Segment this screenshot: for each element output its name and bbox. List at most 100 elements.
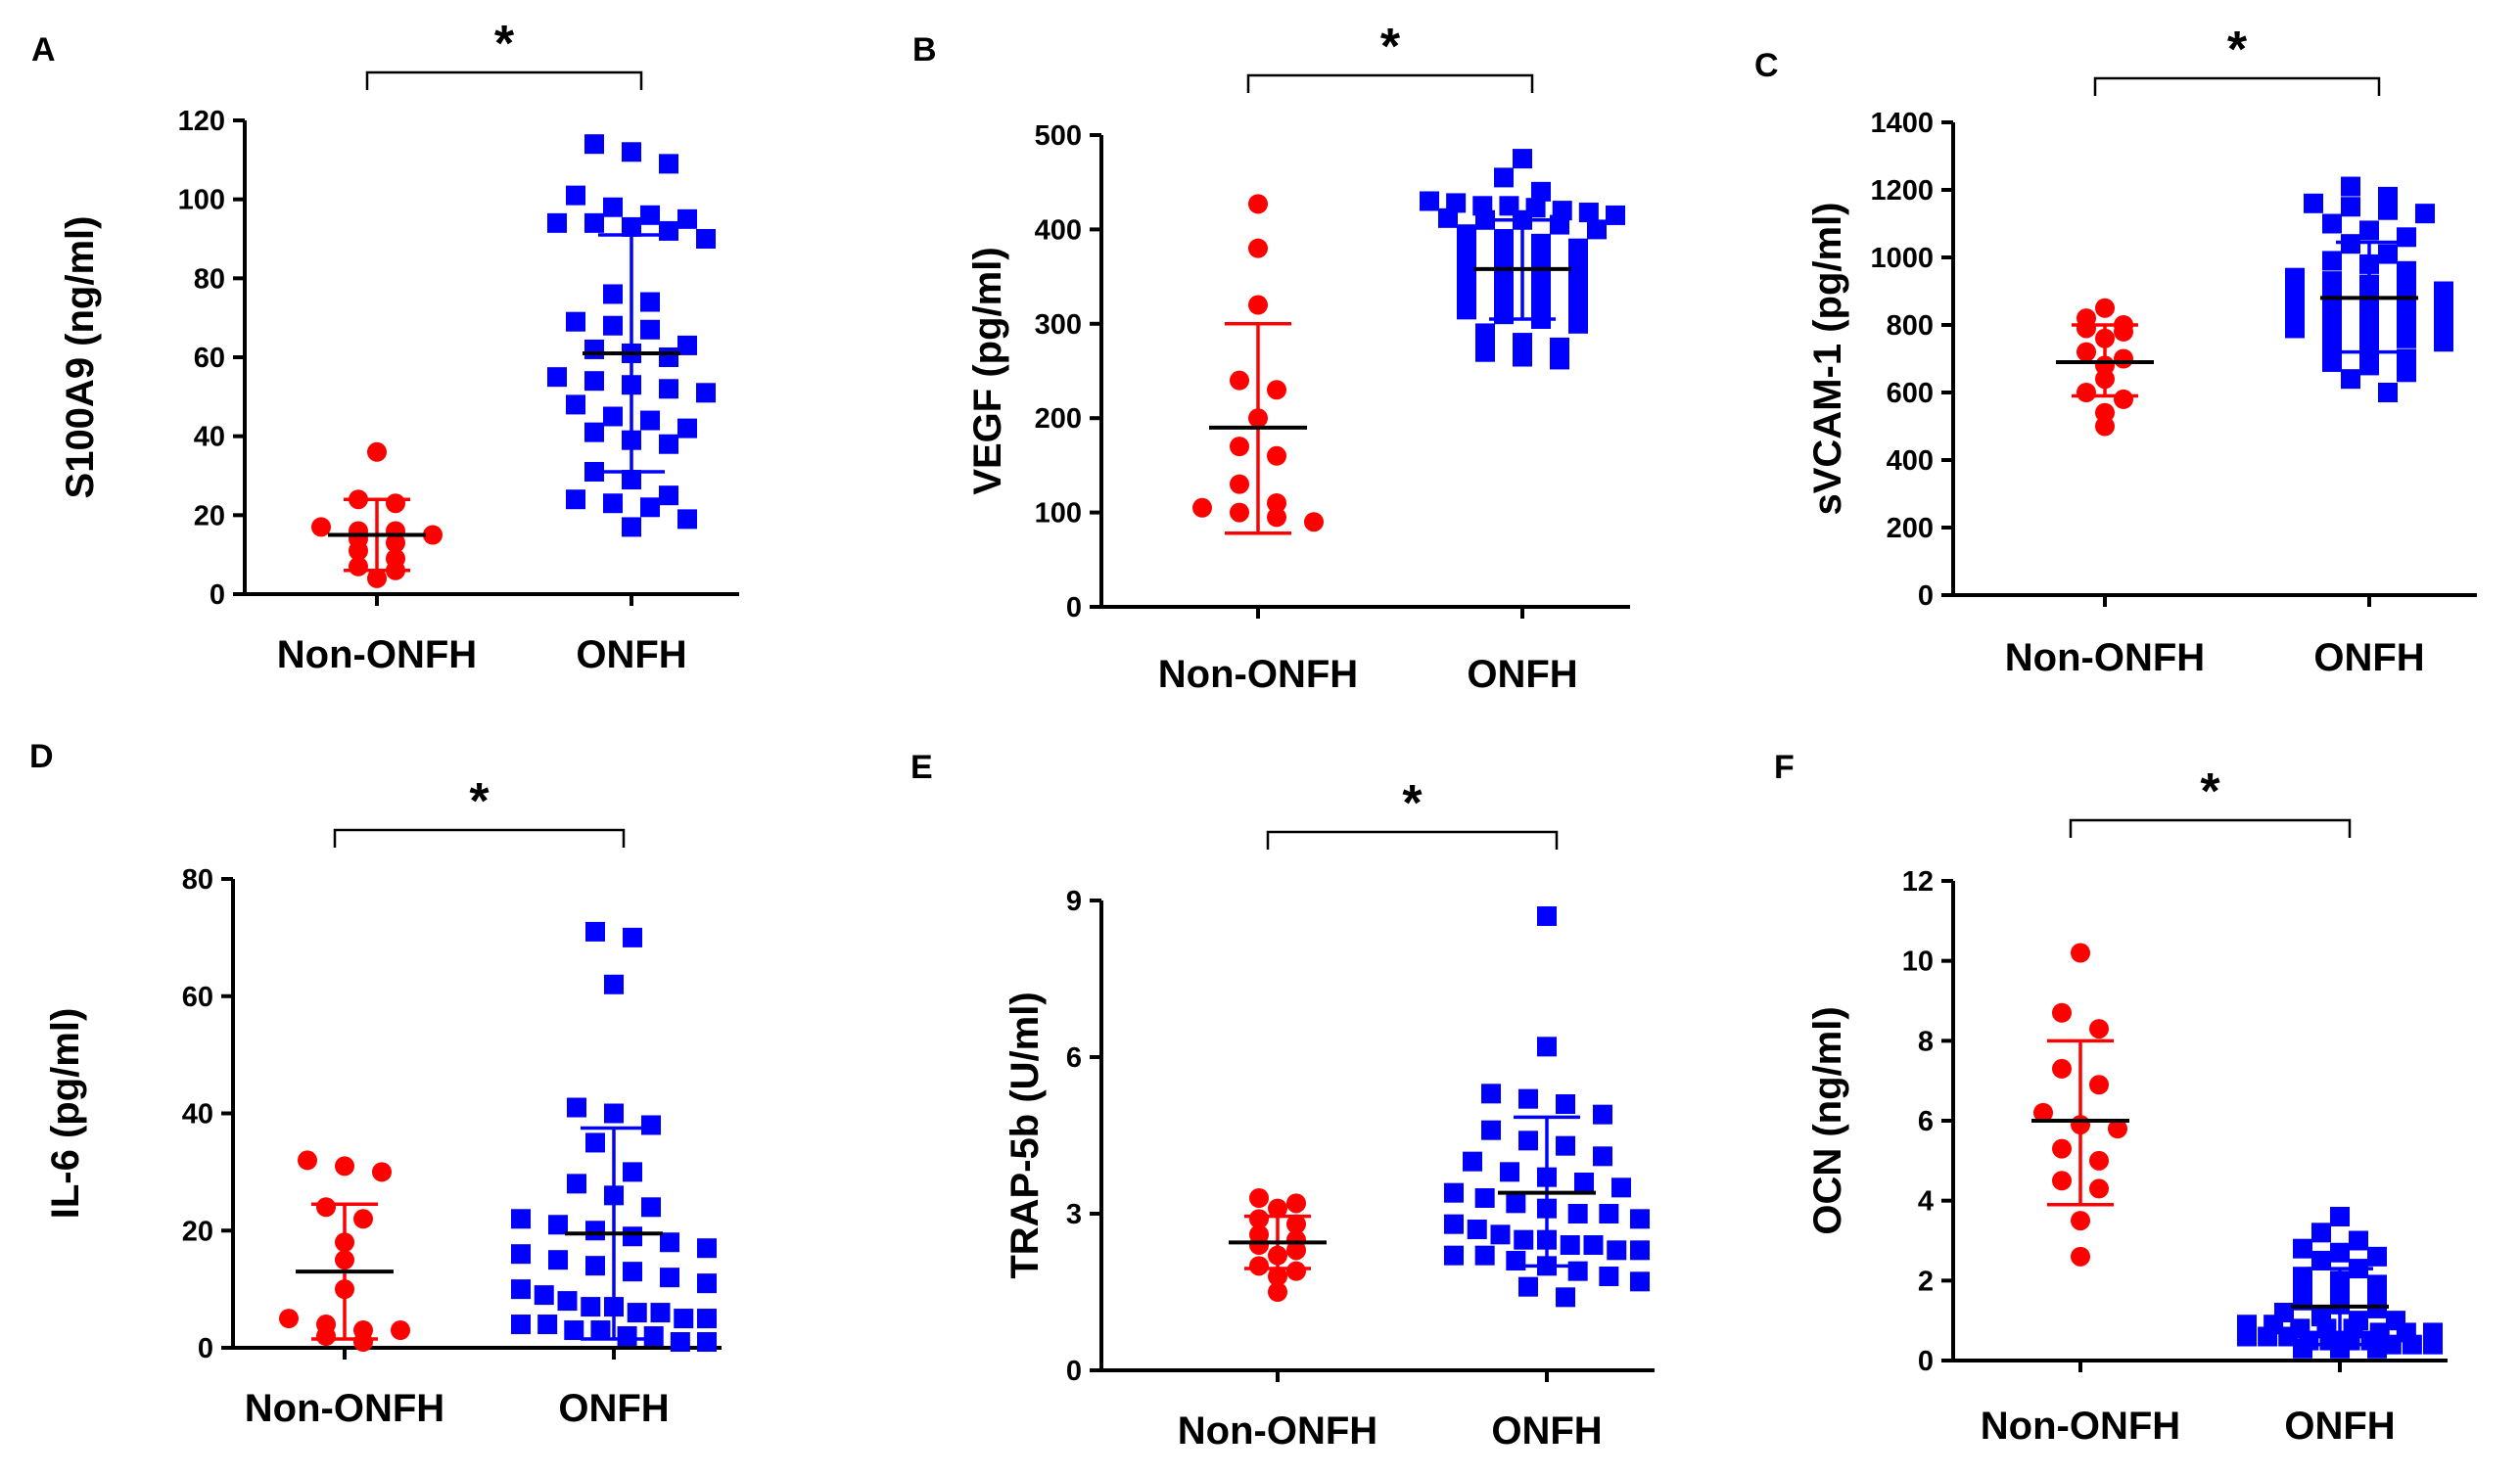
data-point-f-onfh (2293, 1238, 2312, 1259)
data-point-b-onfh (1531, 290, 1551, 310)
data-point-c-onfh (2397, 362, 2416, 383)
category-label-a: ONFH (576, 633, 686, 676)
data-point-b-onfh (1494, 248, 1514, 268)
data-point-a-onfh (677, 418, 697, 438)
y-tick-label-e: 0 (1066, 1356, 1082, 1387)
category-label-e: ONFH (1491, 1409, 1602, 1453)
data-point-c-onfh (2341, 176, 2360, 197)
data-point-f-onfh (2311, 1223, 2331, 1243)
data-point-a-onfh (640, 292, 660, 312)
data-point-c-non-onfh (2114, 321, 2133, 342)
data-point-b-onfh (1568, 295, 1588, 315)
data-point-e-onfh (1506, 1193, 1526, 1214)
data-point-d-onfh (623, 1262, 642, 1282)
data-point-d-onfh (617, 1326, 637, 1347)
data-point-d-onfh (537, 1315, 558, 1335)
data-point-e-onfh (1463, 1151, 1482, 1172)
data-point-a-onfh (677, 208, 697, 229)
data-point-e-onfh (1630, 1240, 1650, 1261)
data-point-b-non-onfh (1230, 474, 1249, 494)
data-point-f-onfh (2367, 1246, 2387, 1267)
data-point-b-non-onfh (1248, 194, 1268, 214)
y-tick-label-f: 6 (1918, 1106, 1934, 1137)
data-point-a-onfh (603, 315, 623, 336)
data-point-d-onfh (511, 1315, 531, 1335)
data-point-e-onfh (1518, 1088, 1538, 1109)
data-point-e-onfh (1537, 1037, 1557, 1057)
y-tick-label-e: 6 (1066, 1042, 1082, 1074)
data-point-a-onfh (566, 489, 585, 510)
data-point-a-onfh (696, 383, 716, 403)
data-point-e-onfh (1593, 1104, 1612, 1125)
data-point-d-onfh (564, 1320, 584, 1341)
y-tick-label-a: 20 (194, 500, 225, 531)
y-tick-label-e: 9 (1066, 886, 1082, 917)
y-tick-label-f: 4 (1918, 1186, 1934, 1218)
data-point-a-onfh (547, 212, 567, 233)
data-point-b-non-onfh (1267, 380, 1286, 400)
data-point-f-onfh (2258, 1326, 2278, 1347)
category-label-e: Non-ONFH (1178, 1409, 1377, 1453)
significance-bracket-f (2069, 818, 2352, 838)
data-point-f-non-onfh (2108, 1119, 2127, 1139)
data-point-e-onfh (1583, 1235, 1604, 1255)
data-point-d-onfh (511, 1244, 531, 1265)
data-point-f-non-onfh (2089, 1178, 2109, 1199)
category-label-f: Non-ONFH (1981, 1405, 2180, 1448)
data-point-c-onfh (2359, 355, 2379, 376)
data-point-c-onfh (2285, 301, 2305, 322)
data-point-e-non-onfh (1286, 1193, 1306, 1214)
data-point-b-onfh (1457, 300, 1476, 320)
data-point-e-non-onfh (1286, 1214, 1306, 1234)
data-point-b-non-onfh (1230, 370, 1249, 391)
data-point-b-onfh (1475, 209, 1495, 230)
y-tick-label-c: 1400 (1870, 108, 1934, 139)
data-point-e-onfh (1556, 1287, 1575, 1308)
data-point-d-onfh (697, 1273, 717, 1294)
data-point-e-onfh (1599, 1204, 1619, 1223)
data-point-c-onfh (2434, 298, 2453, 318)
data-point-c-onfh (2322, 304, 2342, 325)
data-point-e-onfh (1481, 1084, 1501, 1104)
data-point-c-onfh (2378, 200, 2398, 220)
data-point-d-onfh (650, 1303, 671, 1323)
data-point-b-non-onfh (1267, 445, 1286, 466)
data-point-e-non-onfh (1268, 1267, 1287, 1286)
data-point-d-non-onfh (298, 1150, 317, 1171)
data-point-a-onfh (584, 134, 604, 155)
data-point-d-non-onfh (353, 1209, 373, 1229)
data-point-a-non-onfh (349, 556, 368, 577)
data-point-b-onfh (1578, 203, 1599, 223)
data-point-b-non-onfh (1267, 507, 1286, 528)
data-point-e-onfh (1467, 1220, 1487, 1239)
significance-star-a: * (494, 16, 515, 72)
data-point-e-onfh (1630, 1209, 1650, 1229)
data-point-a-onfh (603, 406, 623, 427)
data-point-b-non-onfh (1230, 437, 1249, 457)
data-point-e-onfh (1500, 1162, 1519, 1182)
data-point-e-non-onfh (1286, 1261, 1306, 1281)
y-tick-label-c: 1000 (1870, 243, 1934, 274)
y-tick-label-f: 2 (1918, 1266, 1934, 1297)
data-point-f-onfh (2237, 1326, 2257, 1347)
y-tick-label-b: 300 (1035, 309, 1082, 341)
data-point-c-onfh (2285, 284, 2305, 304)
data-point-d-onfh (604, 1103, 624, 1124)
data-point-d-onfh (660, 1232, 679, 1253)
data-point-e-onfh (1537, 906, 1557, 926)
data-point-a-onfh (622, 216, 641, 237)
data-point-f-onfh (2311, 1250, 2331, 1270)
data-point-c-non-onfh (2114, 389, 2133, 409)
data-point-e-onfh (1490, 1224, 1511, 1245)
data-point-b-onfh (1475, 342, 1495, 362)
data-point-b-onfh (1494, 167, 1514, 188)
data-point-d-non-onfh (391, 1320, 410, 1341)
data-point-a-onfh (584, 422, 604, 442)
data-point-b-non-onfh (1267, 492, 1286, 513)
y-tick-label-d: 0 (198, 1333, 213, 1364)
data-point-e-non-onfh (1249, 1188, 1269, 1208)
y-tick-label-e: 3 (1066, 1199, 1082, 1230)
y-tick-label-a: 80 (194, 263, 225, 295)
y-axis-title-c: sVCAM-1 (pg/ml) (1806, 203, 1849, 516)
